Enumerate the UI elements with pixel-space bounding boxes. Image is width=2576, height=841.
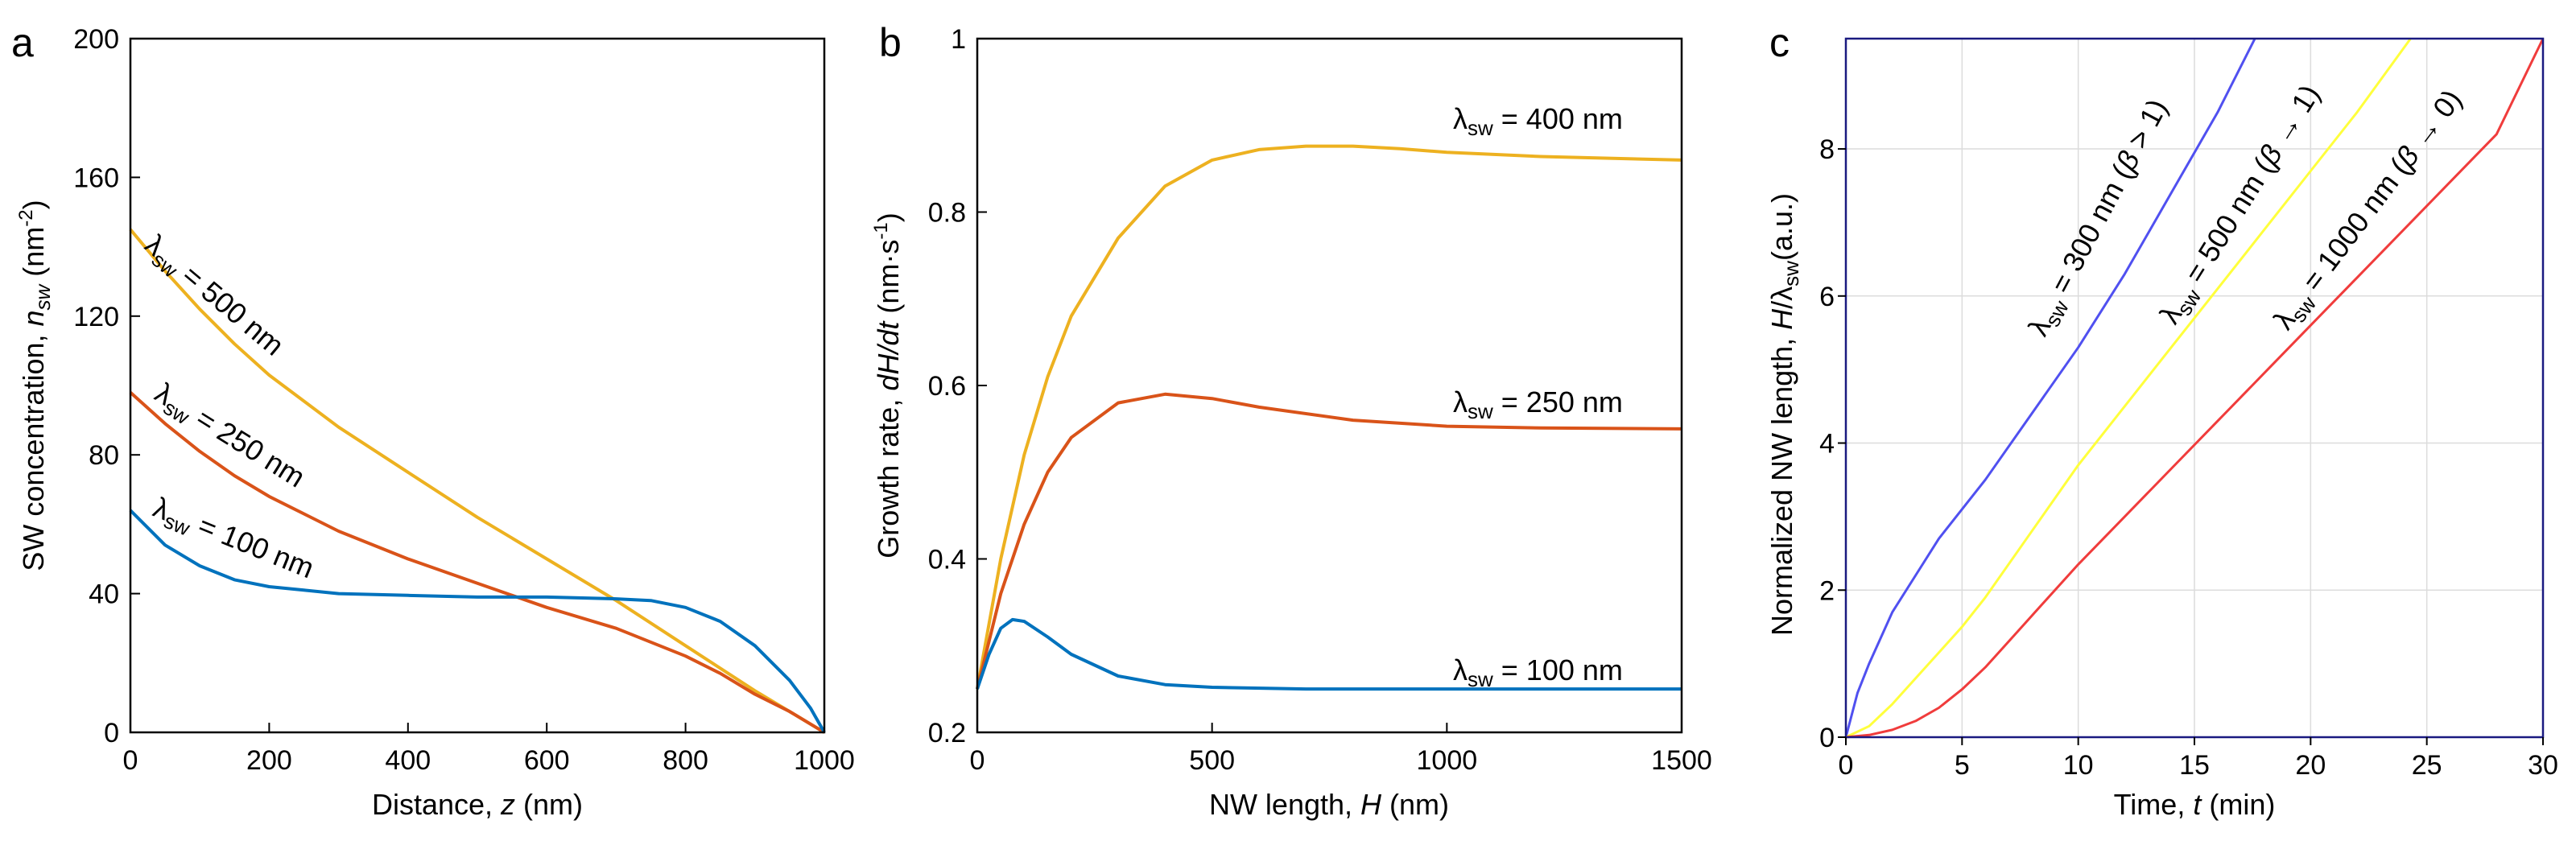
y-tick-label: 160 — [73, 163, 119, 193]
panel-a-xlabel: Distance, z (nm) — [372, 788, 583, 821]
x-tick-label: 0 — [1839, 750, 1854, 781]
series-line-b-2 — [976, 617, 1682, 691]
panel-c-ylabel: Normalized NW length, H/λsw(a.u.) — [1765, 193, 1803, 636]
panel-b: b 0 500 1000 1500 0.2 0.4 0.6 0.8 1 NW length, H… — [870, 20, 1712, 821]
panel-b-xlabel: NW length, H (nm) — [1209, 788, 1449, 821]
x-tick-label: 0 — [123, 745, 138, 776]
panel-c: c 0 5 10 15 20 25 30 0 2 4 6 8 Time, t (min) Normal… — [1765, 20, 2558, 821]
series-line-b-1 — [976, 392, 1682, 690]
y-tick-label: 8 — [1819, 134, 1835, 165]
annotation-lambda-100-b: λsw = 100 nm — [1453, 653, 1623, 691]
series-line-c-1 — [1845, 38, 2412, 739]
panel-a-ylabel: SW concentration, nsw (nm-2) — [15, 200, 55, 571]
x-tick-label: 500 — [1189, 745, 1235, 776]
x-tick-label: 0 — [970, 745, 985, 776]
annotation-lambda-400: λsw = 400 nm — [1453, 102, 1623, 140]
y-tick-label: 0 — [1819, 723, 1835, 753]
y-tick-label: 0.2 — [928, 718, 966, 748]
x-tick-label: 1000 — [1417, 745, 1478, 776]
series-line-a-2 — [129, 509, 826, 733]
annotation-lambda-250-b: λsw = 250 nm — [1453, 385, 1623, 423]
panel-b-ylabel: Growth rate, dH/dt (nm·s-1) — [870, 212, 905, 558]
panel-c-xlabel: Time, t (min) — [2114, 788, 2276, 821]
panel-a-series — [129, 228, 826, 734]
y-tick-label: 0.8 — [928, 198, 966, 229]
x-tick-label: 30 — [2528, 750, 2558, 781]
panel-b-label: b — [879, 20, 902, 65]
panel-b-ticks: 0 500 1000 1500 0.2 0.4 0.6 0.8 1 — [928, 24, 1712, 776]
y-tick-label: 0.6 — [928, 371, 966, 402]
y-tick-label: 1 — [951, 24, 966, 55]
x-tick-label: 10 — [2063, 750, 2094, 781]
panel-a-frame — [129, 37, 826, 734]
annotation-lambda-500: λsw = 500 nm — [136, 228, 291, 366]
panel-c-series — [1844, 38, 2545, 739]
x-tick-label: 15 — [2179, 750, 2210, 781]
x-tick-label: 1000 — [794, 745, 855, 776]
panel-a: a 0 200 400 600 800 1000 0 40 80 120 160 200 Distan… — [11, 20, 855, 821]
y-tick-label: 0 — [104, 718, 119, 748]
annotation-lambda-100: λsw = 100 nm — [147, 490, 319, 589]
annotation-lambda-250: λsw = 250 nm — [147, 376, 312, 498]
y-tick-label: 0.4 — [928, 545, 966, 575]
y-tick-label: 200 — [73, 24, 119, 55]
panel-c-ticks: 0 5 10 15 20 25 30 0 2 4 6 8 — [1819, 134, 2558, 781]
y-tick-label: 2 — [1819, 575, 1835, 606]
y-tick-label: 4 — [1819, 429, 1835, 460]
annotation-lambda-300-c: λsw = 300 nm (β > 1) — [2021, 93, 2178, 343]
panel-c-grid — [1845, 39, 2544, 738]
x-tick-label: 25 — [2412, 750, 2442, 781]
x-tick-label: 5 — [1955, 750, 1970, 781]
x-tick-label: 400 — [385, 745, 431, 776]
series-line-a-1 — [129, 391, 826, 734]
x-tick-label: 1500 — [1651, 745, 1712, 776]
y-tick-label: 80 — [89, 440, 119, 471]
series-line-a-0 — [129, 228, 826, 734]
y-tick-label: 40 — [89, 579, 119, 610]
y-tick-label: 120 — [73, 302, 119, 332]
panel-b-series — [976, 144, 1682, 691]
panel-c-label: c — [1769, 20, 1790, 65]
y-tick-label: 6 — [1819, 282, 1835, 312]
series-line-c-2 — [1845, 38, 2545, 739]
x-tick-label: 200 — [246, 745, 292, 776]
series-line-b-0 — [976, 144, 1682, 690]
panel-a-ticks: 0 200 400 600 800 1000 0 40 80 120 160 200 — [73, 24, 855, 776]
series-line-c-0 — [1844, 38, 2256, 738]
panel-a-label: a — [11, 20, 34, 65]
x-tick-label: 20 — [2295, 750, 2326, 781]
x-tick-label: 800 — [663, 745, 708, 776]
x-tick-label: 600 — [524, 745, 570, 776]
